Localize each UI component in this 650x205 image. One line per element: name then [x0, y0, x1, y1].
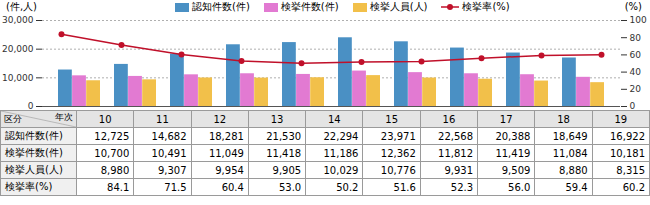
svg-text:80: 80 [630, 33, 642, 43]
html-text:区分: 区分 [4, 114, 22, 124]
html-text:60.2: 60.2 [622, 181, 645, 193]
svg-text:0: 0 [28, 101, 34, 110]
html-text:11,186: 11,186 [323, 147, 359, 159]
html-text:18,649: 18,649 [552, 130, 588, 142]
html-text:11,084: 11,084 [552, 147, 588, 159]
html-text:年次: 年次 [55, 112, 73, 122]
html-text:検挙率(%): 検挙率(%) [462, 1, 510, 12]
svg-text:100: 100 [630, 15, 647, 25]
html-text:13: 13 [270, 113, 284, 125]
html-text:12,725: 12,725 [94, 130, 130, 142]
svg-text:20,000: 20,000 [2, 44, 34, 54]
html-text:18,281: 18,281 [208, 130, 244, 142]
html-text:84.1: 84.1 [107, 181, 130, 193]
html-text:22,568: 22,568 [438, 130, 474, 142]
html-text:9,931: 9,931 [444, 164, 474, 176]
html-text:11,418: 11,418 [266, 147, 302, 159]
html-text:10,181: 10,181 [610, 147, 645, 159]
html-text:20,388: 20,388 [495, 130, 531, 142]
html-text:60.4: 60.4 [221, 181, 244, 193]
html-text:認知件数(件): 認知件数(件) [5, 130, 63, 141]
html-text:11,049: 11,049 [208, 147, 244, 159]
html-text:12,362: 12,362 [380, 147, 416, 159]
html-text:14: 14 [328, 113, 341, 125]
html-text:53.0: 53.0 [278, 181, 302, 193]
html-text:21,530: 21,530 [266, 130, 302, 142]
html-text:検挙件数(件): 検挙件数(件) [280, 1, 339, 12]
html-text:17: 17 [499, 113, 513, 125]
html-text:11: 11 [156, 113, 169, 125]
html-text:認知件数(件): 認知件数(件) [192, 1, 250, 12]
html-text:16: 16 [442, 113, 456, 125]
html-text:9,509: 9,509 [501, 164, 531, 176]
html-text:71.5: 71.5 [164, 181, 187, 193]
html-text:56.0: 56.0 [508, 181, 531, 193]
html-text:10: 10 [98, 113, 112, 125]
html-text:9,954: 9,954 [215, 164, 244, 176]
html-text:15: 15 [385, 113, 398, 125]
html-text:10,491: 10,491 [151, 147, 187, 159]
html-text:59.4: 59.4 [565, 181, 588, 193]
html-text:12: 12 [213, 113, 227, 125]
html-text:22,294: 22,294 [323, 130, 359, 142]
html-text:10,029: 10,029 [323, 164, 359, 176]
html-text:検挙人員(人): 検挙人員(人) [369, 1, 428, 12]
html-text:8,980: 8,980 [100, 164, 130, 176]
svg-text:0: 0 [630, 101, 636, 110]
html-text:9,307: 9,307 [158, 164, 187, 176]
html-text:11,419: 11,419 [495, 147, 531, 159]
html-text:8,315: 8,315 [616, 164, 645, 176]
html-text:19: 19 [614, 113, 628, 125]
html-text:8,880: 8,880 [559, 164, 588, 176]
html-text:16,922: 16,922 [610, 130, 645, 142]
html-text:9,905: 9,905 [272, 164, 302, 176]
html-text:検挙人員(人): 検挙人員(人) [5, 164, 63, 175]
html-text:52.3: 52.3 [450, 181, 474, 193]
html-text:10,776: 10,776 [380, 164, 416, 176]
html-text:11,812: 11,812 [438, 147, 474, 159]
svg-text:60: 60 [630, 50, 642, 60]
html-text:検挙件数(件): 検挙件数(件) [5, 147, 63, 158]
svg-text:20: 20 [630, 84, 642, 94]
svg-text:10,000: 10,000 [2, 73, 34, 83]
html-text:検挙率(%): 検挙率(%) [5, 181, 53, 192]
html-text:(件,人): (件,人) [6, 1, 37, 12]
html-text:10,700: 10,700 [94, 147, 130, 159]
html-text:14,682: 14,682 [151, 130, 187, 142]
html-text:18: 18 [557, 113, 570, 125]
svg-text:30,000: 30,000 [2, 15, 34, 25]
svg-text:40: 40 [630, 67, 642, 77]
html-text:51.6: 51.6 [393, 181, 416, 193]
html-text:23,971: 23,971 [380, 130, 416, 142]
html-text:50.2: 50.2 [336, 181, 359, 193]
